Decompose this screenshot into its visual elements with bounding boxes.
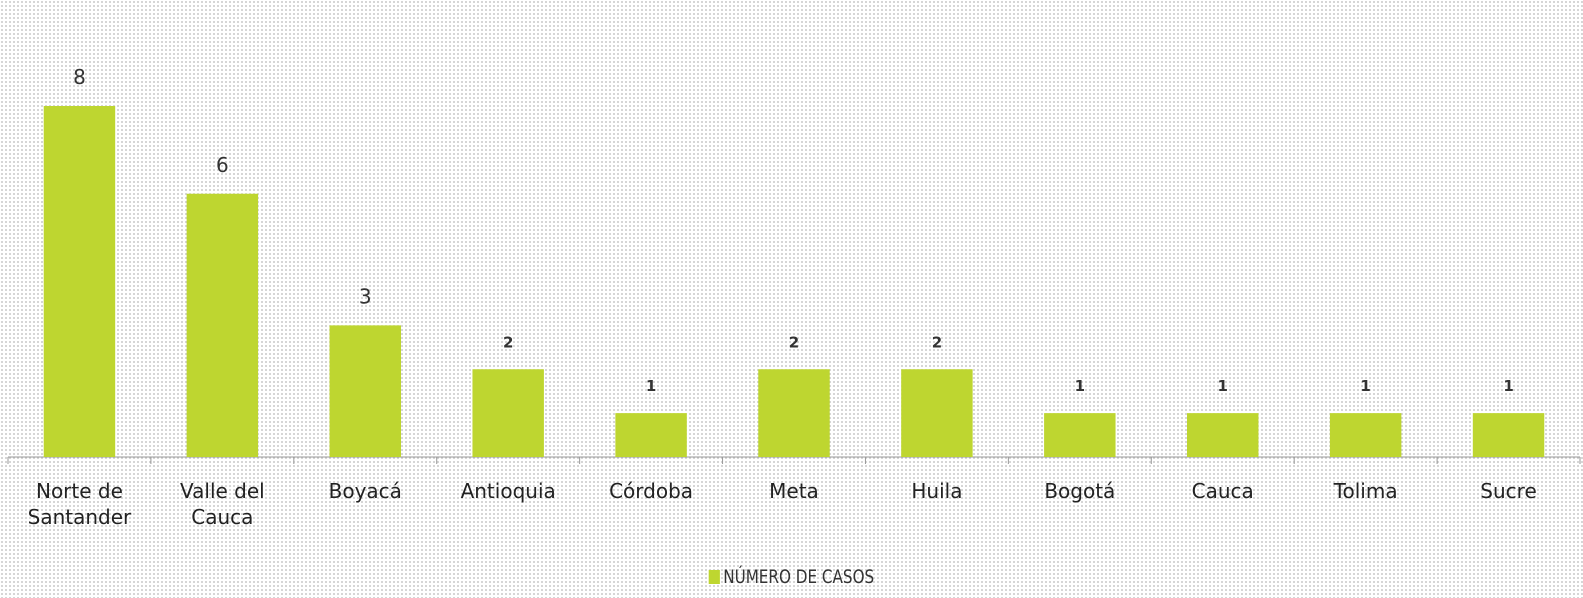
x-tick-label: Huila <box>911 479 963 503</box>
data-label: 6 <box>216 153 229 177</box>
bar <box>1472 413 1545 457</box>
data-label: 1 <box>1218 377 1228 395</box>
x-tick-label: Valle del Cauca <box>180 479 265 529</box>
legend-label: NÚMERO DE CASOS <box>723 566 875 588</box>
bar <box>901 369 973 457</box>
bar <box>186 193 259 457</box>
data-label: 1 <box>1075 377 1085 395</box>
x-tick-label: Meta <box>769 479 819 503</box>
bar <box>43 106 116 457</box>
x-tick-label: Sucre <box>1480 479 1537 503</box>
data-label: 2 <box>789 333 799 351</box>
data-label: 3 <box>359 284 372 308</box>
bar <box>758 369 830 457</box>
bar <box>1329 413 1402 457</box>
x-tick-label: Tolima <box>1333 479 1398 503</box>
x-tick-label: Boyacá <box>328 479 402 503</box>
data-label: 1 <box>646 377 656 395</box>
data-label: 8 <box>73 65 86 89</box>
bar <box>329 325 401 457</box>
bar <box>1187 413 1259 457</box>
data-label: 1 <box>1360 377 1370 395</box>
x-tick-label: Antioquia <box>460 479 556 503</box>
data-label: 2 <box>932 333 942 351</box>
data-label: 2 <box>503 333 513 351</box>
legend: NÚMERO DE CASOS <box>158 566 1424 588</box>
data-label: 1 <box>1503 377 1513 395</box>
x-tick-label: Cauca <box>1191 479 1254 503</box>
legend-swatch <box>708 570 720 584</box>
x-tick-label: Norte de Santander <box>27 479 132 529</box>
x-tick-label: Bogotá <box>1044 479 1116 503</box>
bar <box>472 369 544 457</box>
x-tick-label: Córdoba <box>609 479 694 503</box>
bar <box>1044 413 1116 457</box>
bar <box>615 413 687 457</box>
